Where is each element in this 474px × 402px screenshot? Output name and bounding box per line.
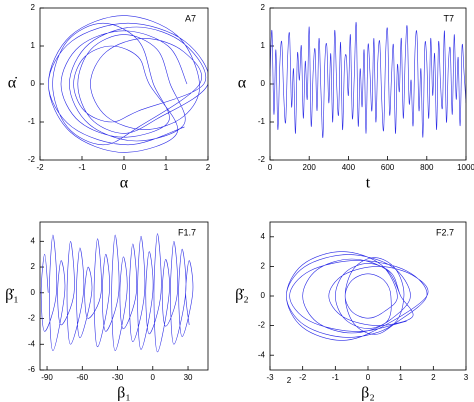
trajectory <box>286 251 429 341</box>
x-axis-label: α <box>120 175 129 192</box>
y-tick-label: 1 <box>261 41 266 50</box>
x-tick-label: 3 <box>464 373 469 382</box>
x-axis-label: t <box>366 175 371 192</box>
x-tick-label: -1 <box>332 373 340 382</box>
y-tick-label: -4 <box>258 350 266 359</box>
trajectory <box>270 22 466 138</box>
y-tick-label: -2 <box>258 155 266 164</box>
y-tick-label: 0 <box>261 291 266 300</box>
y-axis-label: α <box>238 75 247 92</box>
x-tick-label: 2 <box>431 373 436 382</box>
x-tick-label: -3 <box>266 373 274 382</box>
y-tick-label: 4 <box>261 232 266 241</box>
plot-frame <box>269 221 467 371</box>
y-axis-label: β̇₂ <box>235 287 249 304</box>
x-axis-label: β₁ <box>117 385 131 402</box>
x-tick-label: 1 <box>164 163 169 172</box>
x-tick-label: 0 <box>366 373 371 382</box>
x-tick-label: 2 <box>206 163 211 172</box>
y-tick-label: 2 <box>31 3 36 12</box>
x-tick-label: 400 <box>342 163 356 172</box>
trajectory <box>40 233 194 353</box>
x-tick-label: 200 <box>303 163 317 172</box>
x-tick-label: -90 <box>41 373 53 382</box>
plot-frame <box>269 7 467 161</box>
x-tick-label: 1000 <box>457 163 474 172</box>
x-tick-label: -2 <box>299 373 307 382</box>
trajectory <box>48 15 208 153</box>
y-tick-label: -2 <box>258 321 266 330</box>
x-tick-label: 0 <box>268 163 273 172</box>
x-tick-label: 0 <box>122 163 127 172</box>
x-tick-label: -60 <box>77 373 89 382</box>
annotation: A7 <box>185 13 196 23</box>
x-tick-label: -1 <box>78 163 86 172</box>
x-tick-label: 800 <box>420 163 434 172</box>
y-tick-label: 0 <box>261 79 266 88</box>
x-tick-label: -30 <box>112 373 124 382</box>
plot-frame <box>39 7 209 161</box>
y-axis-label: α̇ <box>8 75 17 92</box>
annotation: F1.7 <box>178 227 196 237</box>
x-axis-label: β₂ <box>361 385 375 402</box>
y-tick-label: 2 <box>31 262 36 271</box>
y-tick-label: 2 <box>261 3 266 12</box>
y-tick-label: 1 <box>31 41 36 50</box>
x-tick-label: -2 <box>36 163 44 172</box>
x-tick-label: 30 <box>184 373 193 382</box>
y-tick-label: -1 <box>28 117 36 126</box>
y-tick-label: -1 <box>258 117 266 126</box>
annotation: F2.7 <box>436 227 454 237</box>
y-tick-label: 0 <box>31 288 36 297</box>
y-tick-label: -2 <box>28 314 36 323</box>
y-tick-label: 4 <box>31 236 36 245</box>
x-tick-label: 1 <box>398 373 403 382</box>
x-tick-label: 600 <box>381 163 395 172</box>
x-tick-label: 0 <box>151 373 156 382</box>
y-tick-label: 2 <box>261 262 266 271</box>
y-tick-label: -4 <box>28 339 36 348</box>
y-axis-label: β̇₁ <box>5 287 19 304</box>
plot-frame <box>39 221 209 371</box>
y-tick-label: -2 <box>28 155 36 164</box>
annotation: T7 <box>443 13 454 23</box>
y-tick-label: -6 <box>28 365 36 374</box>
stray-label: 2 <box>287 376 292 385</box>
y-tick-label: 0 <box>31 79 36 88</box>
